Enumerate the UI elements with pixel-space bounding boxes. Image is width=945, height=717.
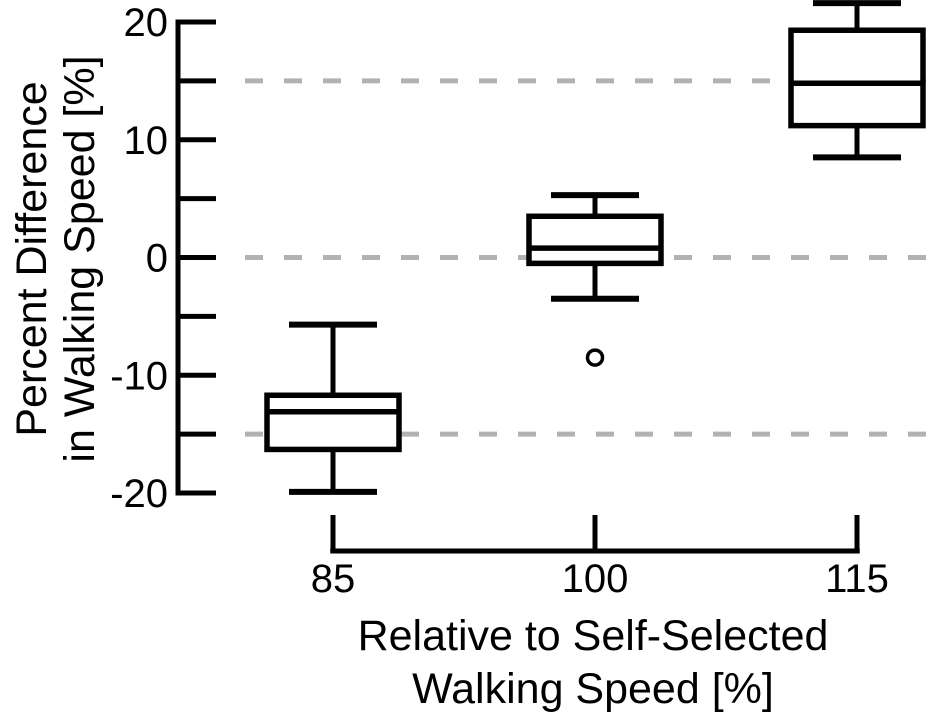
x-axis-label-line2: Walking Speed [%] xyxy=(412,665,774,713)
outlier-point xyxy=(585,348,605,367)
boxplot-85 xyxy=(264,321,402,495)
y-tick-labels: -20 -10 0 10 20 xyxy=(110,1,168,516)
x-tick-label-85: 85 xyxy=(311,557,356,601)
y-tick-label-20: 20 xyxy=(124,1,169,45)
y-tick-label--20: -20 xyxy=(110,472,168,516)
iqr-box xyxy=(526,213,664,267)
iqr-box xyxy=(788,27,926,129)
y-axis xyxy=(175,19,216,496)
x-tick-label-115: 115 xyxy=(825,557,889,601)
x-axis-label-line1: Relative to Self-Selected xyxy=(358,612,829,660)
y-tick-label-0: 0 xyxy=(146,237,168,281)
y-axis-label-line2: in Walking Speed [%] xyxy=(56,55,104,462)
y-axis-label-line1: Percent Difference xyxy=(8,81,56,436)
box-series xyxy=(264,0,926,495)
boxplot-115 xyxy=(788,0,926,161)
boxplot-100 xyxy=(526,192,664,367)
iqr-box xyxy=(264,392,402,453)
x-tick-labels: 85 100 115 xyxy=(311,557,889,601)
y-tick-label--10: -10 xyxy=(110,354,168,398)
x-axis xyxy=(330,515,860,554)
x-tick-label-100: 100 xyxy=(562,557,629,601)
y-tick-label-10: 10 xyxy=(124,119,169,163)
